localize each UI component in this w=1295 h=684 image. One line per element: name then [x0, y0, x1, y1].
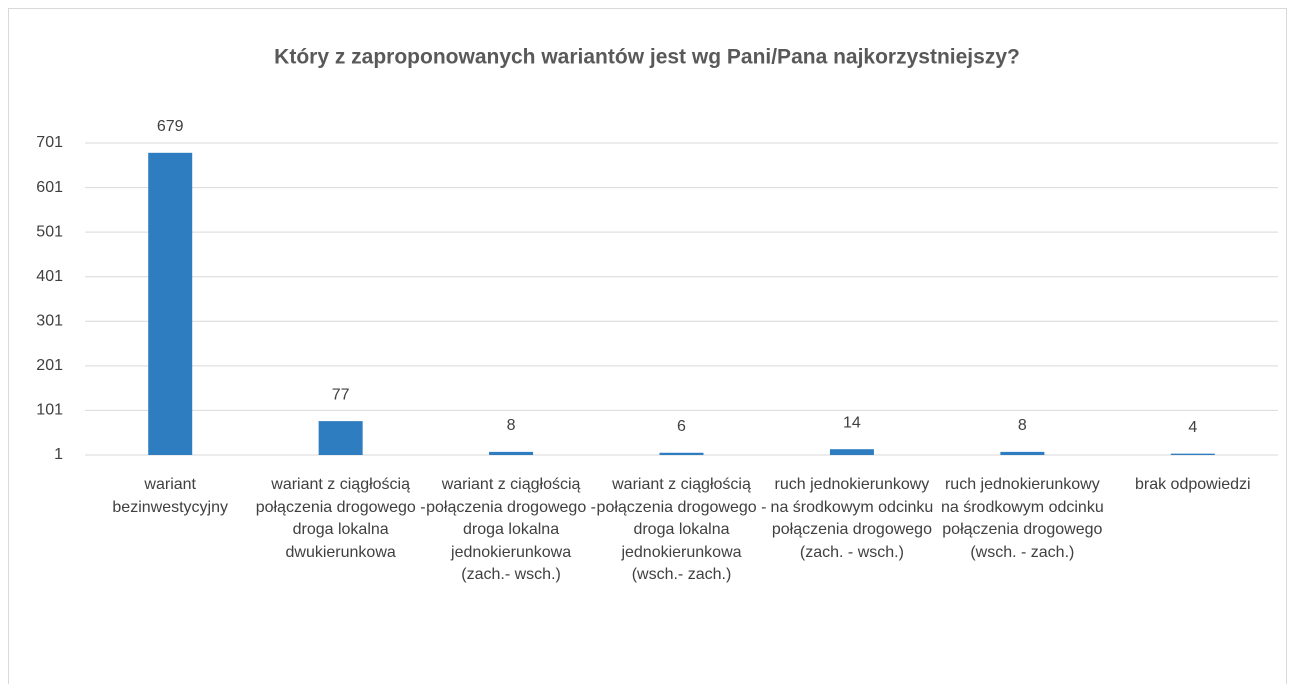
bar — [489, 451, 534, 455]
value-label: 679 — [157, 118, 184, 135]
value-label: 6 — [677, 418, 686, 435]
y-tick-label: 101 — [36, 402, 63, 419]
bar — [148, 152, 193, 455]
y-tick-label: 501 — [36, 223, 63, 240]
y-tick-label: 601 — [36, 179, 63, 196]
y-tick-label: 1 — [54, 446, 63, 463]
x-tick-label: brak odpowiedzi — [1134, 476, 1251, 493]
x-tick-label: ruch jednokierunkowy na środkowym odcink… — [770, 476, 934, 561]
x-tick-label: ruch jednokierunkowy na środkowym odcink… — [940, 476, 1104, 561]
x-tick-label: wariant z ciągłością połączenia drogoweg… — [426, 476, 596, 583]
bar — [659, 452, 704, 455]
value-label: 8 — [1018, 417, 1027, 434]
y-tick-label: 301 — [36, 313, 63, 330]
bar — [829, 449, 874, 455]
value-label: 77 — [332, 386, 350, 403]
chart-border — [8, 8, 1287, 684]
bar — [1170, 453, 1215, 455]
value-label: 14 — [843, 414, 861, 431]
chart-title: Który z zaproponowanych wariantów jest w… — [274, 46, 1020, 69]
bar — [1000, 451, 1045, 455]
x-tick-label: wariant bezinwestycyjny — [112, 476, 228, 516]
y-tick-label: 201 — [36, 357, 63, 374]
value-label: 8 — [507, 417, 516, 434]
value-label: 4 — [1188, 419, 1197, 436]
y-tick-label: 401 — [36, 268, 63, 285]
bar — [318, 421, 363, 455]
x-tick-label: wariant z ciągłością połączenia drogoweg… — [596, 476, 767, 583]
x-tick-label: wariant z ciągłością połączenia drogoweg… — [255, 476, 426, 561]
y-tick-label: 701 — [36, 134, 63, 151]
